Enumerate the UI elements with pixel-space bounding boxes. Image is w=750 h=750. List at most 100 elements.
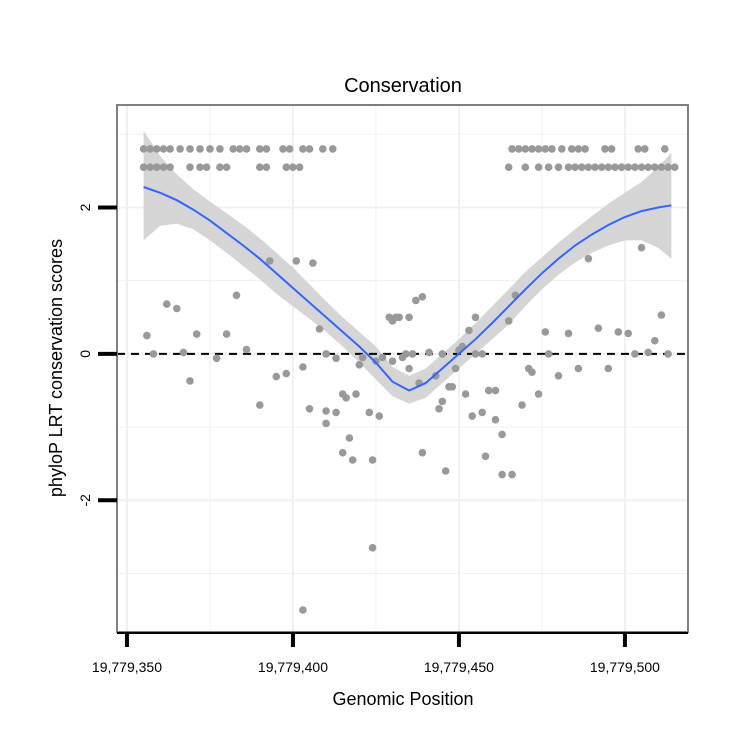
data-point (657, 163, 666, 171)
data-point (368, 456, 377, 464)
data-point (524, 364, 533, 373)
data-point (176, 145, 184, 153)
data-point (319, 145, 327, 153)
data-point (644, 348, 652, 357)
data-point (670, 163, 679, 171)
x-tick-label: 19,779,450 (424, 659, 494, 675)
data-point (601, 145, 609, 153)
chart-title: Conservation (344, 75, 462, 97)
data-point (508, 470, 516, 479)
data-point (521, 163, 530, 171)
data-point (451, 364, 460, 373)
data-point (584, 254, 593, 263)
data-point (332, 354, 340, 363)
data-point (597, 163, 606, 171)
data-point (508, 145, 516, 153)
data-point (604, 163, 613, 171)
data-point (604, 364, 613, 373)
y-tick-label: 2 (77, 203, 93, 211)
data-point (664, 163, 672, 171)
data-point (591, 163, 599, 171)
data-point (534, 163, 543, 171)
data-point (534, 390, 543, 398)
data-point (395, 313, 404, 322)
data-point (338, 448, 347, 457)
data-point (564, 329, 573, 338)
data-point (631, 163, 639, 171)
data-point (637, 163, 646, 171)
data-point (186, 377, 194, 385)
data-point (544, 350, 553, 358)
data-point (478, 408, 487, 417)
data-point (149, 350, 158, 358)
data-point (358, 353, 367, 362)
data-point (408, 350, 417, 358)
loess-fit-line (143, 186, 672, 392)
data-point (611, 163, 619, 171)
data-point (574, 364, 583, 373)
data-point (322, 407, 330, 415)
x-tick-label: 19,779,500 (590, 659, 660, 675)
data-point (348, 456, 357, 464)
data-point (179, 348, 188, 357)
data-point (558, 145, 566, 153)
x-axis: 19,779,350 19,779,400 19,779,450 19,779,500 (92, 632, 688, 675)
data-point (568, 145, 576, 153)
data-point (305, 145, 314, 153)
data-point (657, 311, 666, 319)
plot-frame (116, 104, 689, 633)
data-point (196, 145, 204, 153)
data-point (368, 544, 377, 552)
data-point (355, 361, 364, 369)
data-point (651, 163, 659, 171)
data-point (581, 145, 589, 153)
data-point (471, 350, 480, 358)
data-point (514, 145, 523, 153)
data-point (255, 145, 264, 153)
data-point (405, 313, 413, 322)
data-point (262, 145, 271, 153)
data-point (143, 331, 151, 340)
y-axis-label: phyloP LRT conservation scores (46, 239, 66, 497)
data-point (534, 145, 543, 153)
data-point (242, 345, 251, 354)
data-point (544, 163, 553, 171)
points-layer (139, 145, 679, 614)
confidence-band (143, 130, 672, 404)
data-point (518, 401, 526, 409)
data-point (345, 434, 354, 442)
data-point (222, 163, 231, 171)
data-point (528, 145, 536, 153)
data-point (196, 163, 204, 171)
data-point (372, 357, 380, 366)
data-point (216, 145, 224, 153)
data-point (554, 372, 563, 380)
data-point (498, 430, 506, 439)
data-point (634, 145, 642, 153)
data-point (299, 606, 307, 614)
data-point (206, 145, 214, 153)
data-point (299, 145, 307, 153)
data-point (412, 296, 420, 305)
data-point (192, 330, 201, 338)
data-point (418, 293, 427, 301)
data-point (438, 350, 447, 358)
data-point (285, 145, 294, 153)
data-point (159, 163, 168, 171)
data-point (322, 419, 330, 428)
data-point (222, 330, 231, 338)
y-axis: -2 0 2 (77, 203, 117, 507)
data-point (388, 357, 397, 366)
data-point (309, 259, 317, 267)
data-point (465, 326, 473, 335)
data-point (571, 163, 579, 171)
data-point (186, 163, 194, 171)
x-axis-label: Genomic Position (332, 689, 473, 709)
data-point (272, 372, 281, 381)
data-point (624, 163, 632, 171)
data-point (491, 386, 500, 395)
confidence-band-layer (143, 130, 672, 404)
data-point (236, 145, 244, 153)
data-point (641, 145, 649, 153)
